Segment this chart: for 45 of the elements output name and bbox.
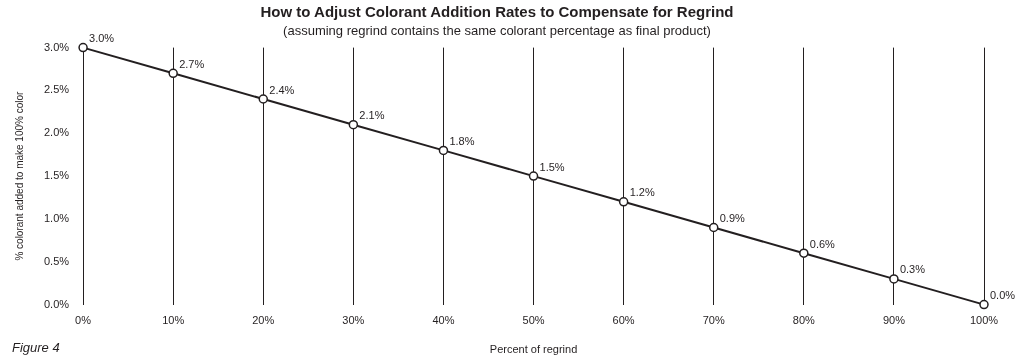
y-tick-label: 1.5% [43, 169, 70, 182]
point [889, 274, 899, 284]
x-tick-label: 50% [522, 314, 545, 327]
x-tick-label: 0% [75, 314, 92, 327]
x-tick-label: 30% [342, 314, 365, 327]
data-label: 0.0% [990, 289, 1016, 302]
data-label: 2.7% [179, 57, 205, 70]
data-label: 1.2% [629, 186, 655, 199]
y-axis-title: % colorant added to make 100% color [13, 90, 25, 261]
point [618, 197, 629, 207]
point [168, 68, 178, 79]
y-tick-label: 2.0% [43, 126, 70, 139]
point [438, 145, 449, 156]
x-tick-label: 70% [702, 314, 725, 327]
caption: Figure 4 [12, 340, 60, 355]
point [979, 299, 989, 310]
data-label: 1.8% [449, 134, 475, 147]
point [78, 42, 88, 53]
data-label: 0.6% [809, 237, 836, 250]
x-tick-label: 60% [612, 314, 635, 327]
x-tick-label: 20% [252, 314, 275, 327]
y-tick-label: 2.5% [43, 83, 70, 96]
chart-subtitle: (assuming regrind contains the same colorant percentage as final product) [283, 23, 711, 39]
y-tick-label: 0.0% [43, 297, 70, 310]
data-label: 2.4% [269, 83, 295, 96]
point [528, 171, 539, 181]
y-tick-label: 1.0% [43, 211, 70, 224]
x-tick-label: 80% [792, 314, 816, 327]
x-tick-label: 40% [432, 314, 455, 327]
point [708, 222, 719, 233]
x-axis-title: Percent of regrind [489, 343, 578, 356]
data-label: 0.3% [899, 263, 926, 276]
point [348, 119, 359, 130]
x-tick-label: 100% [969, 314, 999, 327]
data-label: 3.0% [89, 32, 115, 45]
x-tick-label: 90% [882, 314, 906, 327]
data-label: 2.1% [359, 109, 385, 122]
x-tick-label: 10% [162, 314, 185, 327]
chart-title: How to Adjust Colorant Addition Rates to Compensate for Regrind [260, 3, 734, 21]
data-label: 0.9% [719, 212, 746, 225]
y-tick-label: 3.0% [43, 40, 70, 53]
point [258, 94, 269, 104]
y-tick-label: 0.5% [43, 254, 70, 267]
data-label: 1.5% [539, 160, 565, 173]
point [799, 248, 809, 258]
